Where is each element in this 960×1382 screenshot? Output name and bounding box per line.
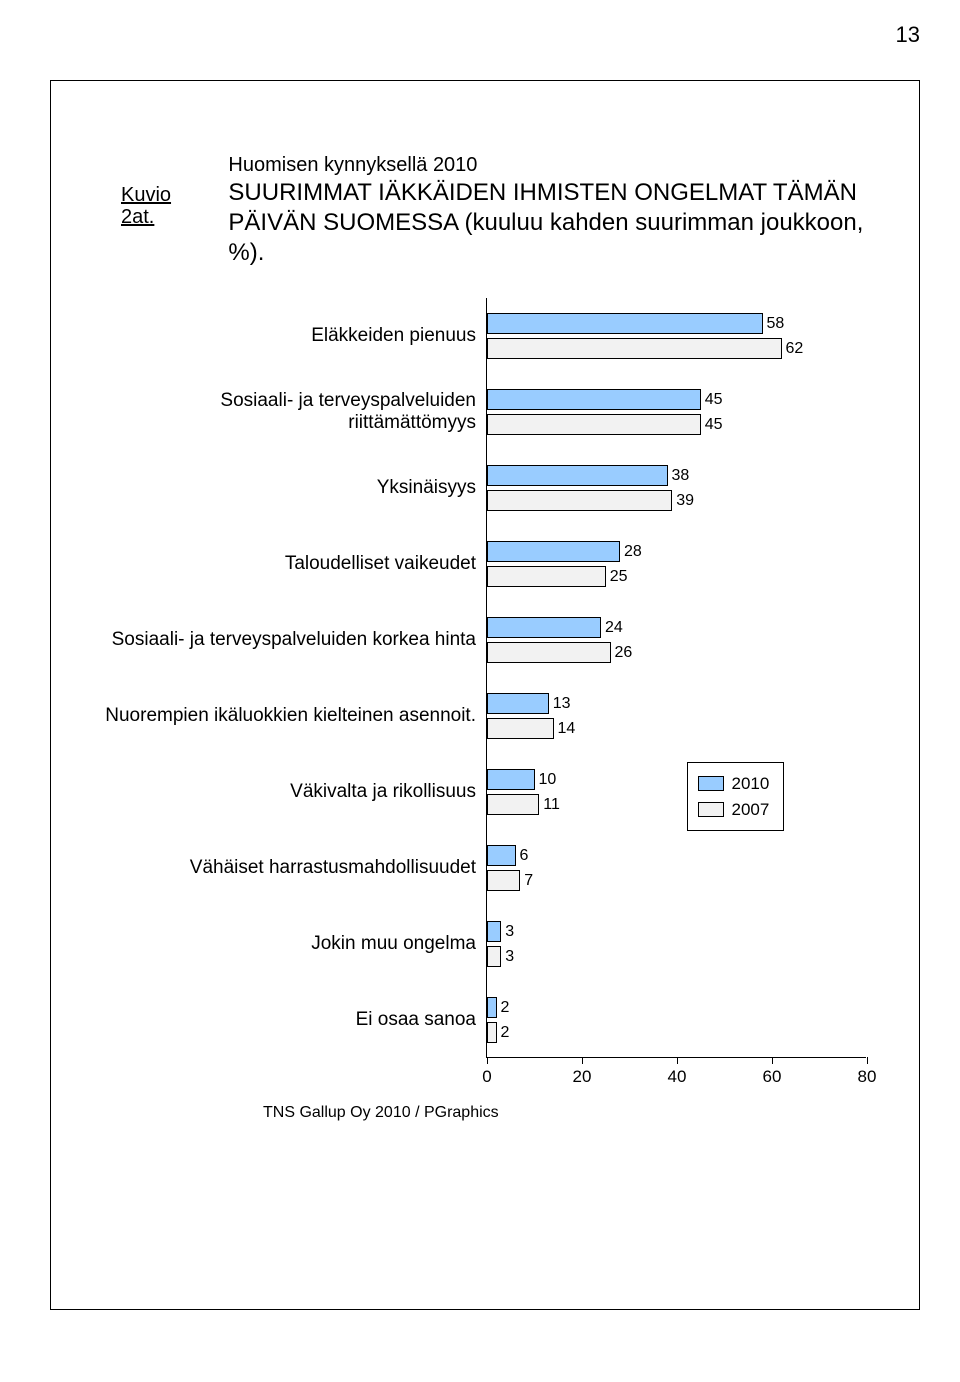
page-number: 13 [896,22,920,48]
bar-b [487,946,501,967]
bar-b [487,718,554,739]
x-tick [582,1057,583,1064]
bar-row: 2825 [487,526,866,602]
legend-label: 2007 [732,797,770,823]
category-label: Vähäiset harrastusmahdollisuudet [91,830,486,906]
bar-value-label: 62 [786,338,804,359]
bar-b [487,1022,497,1043]
chart-header: Kuvio 2at. Huomisen kynnyksellä 2010 SUU… [121,151,879,268]
title-column: Huomisen kynnyksellä 2010 SUURIMMAT IÄKK… [228,151,879,268]
bar-a [487,845,516,866]
legend-row: 2010 [698,771,770,797]
bar-row: 3839 [487,450,866,526]
bar-row: 22 [487,982,866,1058]
bar-value-label: 14 [558,718,576,739]
bar-value-label: 2 [501,997,510,1018]
bar-value-label: 45 [705,389,723,410]
bar-row: 67 [487,830,866,906]
bar-a [487,389,701,410]
bar-a [487,921,501,942]
bar-a [487,769,535,790]
bar-row: 33 [487,906,866,982]
kuvio-label: Kuvio 2at. [121,185,206,228]
bar-value-label: 45 [705,414,723,435]
category-label: Sosiaali- ja terveyspalveluiden riittämä… [91,374,486,450]
sub-heading: Huomisen kynnyksellä 2010 [228,153,879,178]
bar-row: 4545 [487,374,866,450]
bar-a [487,541,620,562]
bar-value-label: 28 [624,541,642,562]
category-label: Eläkkeiden pienuus [91,298,486,374]
plot-area: 5862454538392825242613141011673322020406… [486,298,866,1058]
bar-value-label: 7 [524,870,533,891]
title-line-1: SUURIMMAT IÄKKÄIDEN IHMISTEN ONGELMAT TÄ… [228,178,879,208]
chart-frame: Kuvio 2at. Huomisen kynnyksellä 2010 SUU… [50,80,920,1310]
bar-value-label: 24 [605,617,623,638]
bar-value-label: 25 [610,566,628,587]
legend-swatch [698,802,724,817]
bar-b [487,794,539,815]
bar-value-label: 26 [615,642,633,663]
plot-column: 5862454538392825242613141011673322020406… [486,298,866,1058]
bar-a [487,313,763,334]
legend-label: 2010 [732,771,770,797]
x-tick [772,1057,773,1064]
bar-b [487,338,782,359]
bar-a [487,617,601,638]
bar-row: 5862 [487,298,866,374]
category-label: Ei osaa sanoa [91,982,486,1058]
bar-a [487,465,668,486]
bar-value-label: 6 [520,845,529,866]
bar-row: 2426 [487,602,866,678]
footer-credit: TNS Gallup Oy 2010 / PGraphics [263,1104,879,1122]
x-tick-label: 20 [573,1067,592,1087]
bar-value-label: 38 [672,465,690,486]
category-label: Jokin muu ongelma [91,906,486,982]
bar-row: 1011 [487,754,866,830]
page: 13 Kuvio 2at. Huomisen kynnyksellä 2010 … [0,0,960,1382]
bar-value-label: 58 [767,313,785,334]
bar-b [487,490,672,511]
x-tick-label: 0 [482,1067,491,1087]
bar-value-label: 10 [539,769,557,790]
legend-row: 2007 [698,797,770,823]
legend-swatch [698,776,724,791]
category-label: Sosiaali- ja terveyspalveluiden korkea h… [91,602,486,678]
bar-value-label: 13 [553,693,571,714]
category-label: Yksinäisyys [91,450,486,526]
x-tick-label: 60 [763,1067,782,1087]
category-label: Nuorempien ikäluokkien kielteinen asenno… [91,678,486,754]
bar-b [487,870,520,891]
chart-area: Eläkkeiden pienuusSosiaali- ja terveyspa… [91,298,879,1058]
category-label: Väkivalta ja rikollisuus [91,754,486,830]
legend: 20102007 [687,762,785,831]
bar-row: 1314 [487,678,866,754]
x-tick-label: 80 [858,1067,877,1087]
bar-a [487,997,497,1018]
x-tick [867,1057,868,1064]
bar-value-label: 3 [505,946,514,967]
kuvio-column: Kuvio 2at. [121,151,206,228]
category-label: Taloudelliset vaikeudet [91,526,486,602]
bar-a [487,693,549,714]
category-labels-column: Eläkkeiden pienuusSosiaali- ja terveyspa… [91,298,486,1058]
bar-value-label: 39 [676,490,694,511]
bar-value-label: 11 [543,794,560,815]
bar-b [487,566,606,587]
title-line-2: PÄIVÄN SUOMESSA (kuuluu kahden suurimman… [228,208,879,268]
bar-value-label: 2 [501,1022,510,1043]
x-tick [677,1057,678,1064]
x-tick-label: 40 [668,1067,687,1087]
bar-b [487,414,701,435]
bar-value-label: 3 [505,921,514,942]
bar-b [487,642,611,663]
x-tick [487,1057,488,1064]
